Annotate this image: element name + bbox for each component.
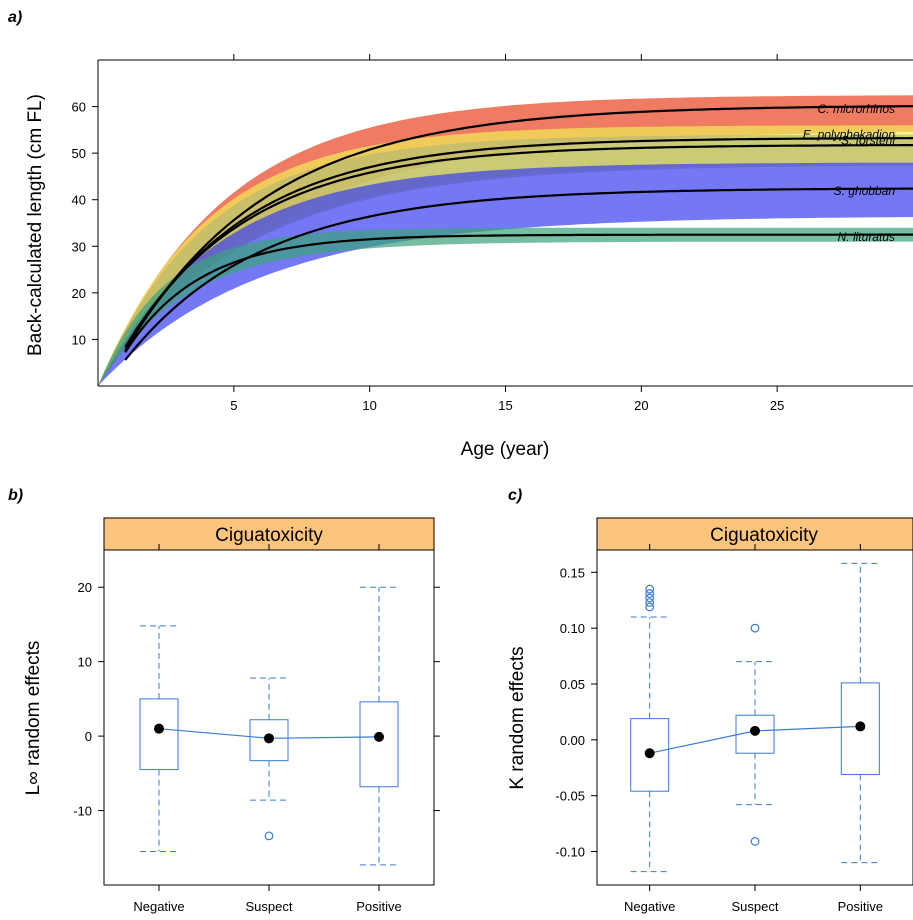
y-tick-label: 60	[72, 100, 86, 115]
y-tick-label: 10	[78, 655, 92, 670]
y-tick-label: -10	[73, 804, 92, 819]
box	[735, 714, 775, 754]
mean-point	[644, 748, 655, 759]
y-tick-label: 0	[85, 729, 92, 744]
ci-band	[98, 162, 913, 386]
y-tick-label: 10	[72, 332, 86, 347]
series-label: C. microrhinos	[818, 102, 895, 116]
mean-point	[750, 725, 760, 736]
y-tick-label: -0.10	[555, 845, 585, 860]
growth-curve	[124, 187, 913, 361]
y-tick-label: 0.05	[560, 677, 585, 692]
mean-point	[264, 733, 274, 744]
x-tick-label: 20	[634, 398, 648, 413]
linf-boxplot-chart: Ciguatoxicity -10 0 10 20 Negative Suspect Pos…	[23, 517, 440, 914]
x-axis-title: Age (year)	[461, 439, 550, 460]
outlier-point	[645, 602, 655, 612]
growth-curve	[124, 144, 913, 348]
growth-curve	[124, 137, 913, 352]
x-tick-label: 5	[230, 398, 237, 413]
category-label: Negative	[133, 899, 184, 914]
x-tick-label: 25	[770, 398, 784, 413]
outlier-point	[750, 623, 760, 633]
outlier-point	[645, 589, 655, 598]
strip-label: Ciguatoxicity	[215, 525, 323, 546]
y-tick-label: 20	[72, 286, 86, 301]
y-axis-title: Back-calculated length (cm FL)	[25, 94, 46, 356]
x-tick-label: 15	[498, 398, 512, 413]
series-label: N. lituratus	[838, 230, 895, 244]
box	[359, 701, 399, 788]
growth-curve	[124, 233, 913, 353]
x-tick-label: 10	[362, 398, 376, 413]
y-axis-title: L∞ random effects	[23, 641, 44, 796]
outlier-point	[264, 831, 274, 841]
mean-point	[374, 731, 384, 742]
category-label: Suspect	[732, 899, 779, 914]
panel-letter-c: c)	[508, 487, 522, 504]
y-tick-label: 50	[72, 146, 86, 161]
y-tick-label: 30	[72, 239, 86, 254]
category-label: Suspect	[246, 899, 293, 914]
series-label: S. ghobban	[834, 184, 896, 198]
y-tick-label: 20	[78, 580, 92, 595]
y-tick-label: 0.10	[560, 621, 585, 636]
y-axis-title: K random effects	[507, 646, 528, 789]
panel-letter-b: b)	[8, 487, 23, 504]
outlier-point	[645, 598, 655, 607]
y-tick-label: 0.00	[560, 733, 585, 748]
y-tick-label: 40	[72, 193, 86, 208]
outlier-point	[645, 584, 655, 594]
box	[139, 698, 179, 771]
outlier-point	[750, 837, 760, 846]
strip-label: Ciguatoxicity	[710, 525, 818, 546]
panel-letter-a: a)	[8, 9, 22, 26]
category-label: Positive	[356, 899, 402, 914]
growth-curve	[124, 105, 913, 352]
ci-band	[98, 134, 913, 386]
category-label: Negative	[624, 899, 675, 914]
mean-point	[855, 721, 866, 732]
category-label: Positive	[838, 899, 884, 914]
y-tick-label: 0.15	[560, 565, 585, 580]
outlier-point	[645, 593, 655, 603]
growth-curves-chart: 5 10 15 20 25 10 20 30 40 50 60 C. microrhinos S. f…	[25, 54, 913, 460]
mean-point	[154, 723, 164, 734]
series-label: S. forsteni	[841, 134, 895, 148]
k-boxplot-chart: Ciguatoxicity -0.10 -0.05 0.00 0.05 0.10 0.15…	[507, 517, 913, 914]
y-tick-label: -0.05	[555, 789, 585, 804]
series-label: E. polyphekadion	[803, 128, 895, 142]
